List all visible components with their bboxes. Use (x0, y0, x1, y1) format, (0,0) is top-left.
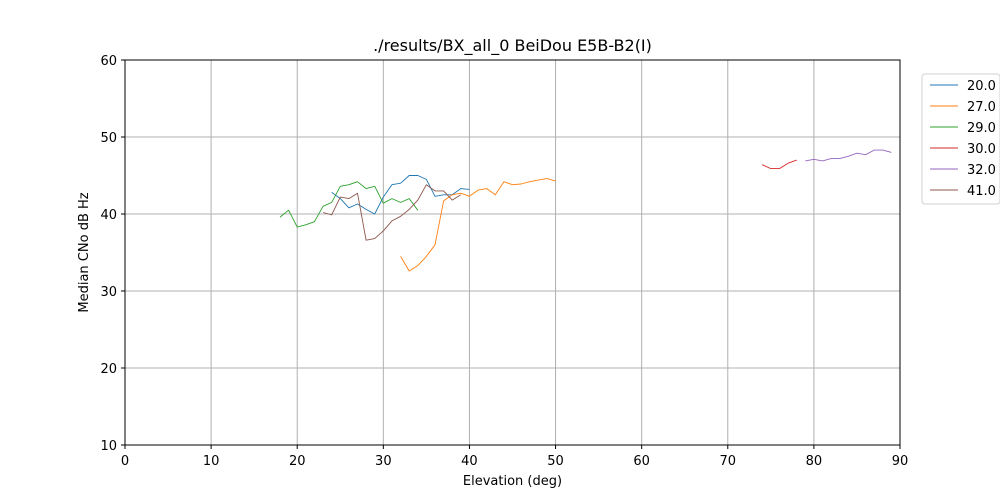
series-line-32.0 (805, 149, 892, 162)
y-tick-label: 10 (100, 439, 117, 454)
legend-label: 41.0 (967, 184, 996, 199)
legend-label: 30.0 (967, 142, 996, 157)
y-tick-label: 40 (100, 208, 117, 223)
x-tick-label: 60 (633, 454, 650, 469)
y-tick-label: 60 (100, 54, 117, 69)
x-tick-label: 70 (720, 454, 737, 469)
legend-label: 27.0 (967, 100, 996, 115)
plot-series (279, 149, 892, 272)
x-tick-label: 20 (289, 454, 306, 469)
legend-label: 29.0 (967, 121, 996, 136)
x-tick-label: 90 (892, 454, 909, 469)
series-line-29.0 (279, 181, 419, 228)
series-line-20.0 (331, 175, 470, 215)
series-line-41.0 (322, 184, 462, 241)
y-tick-label: 30 (100, 285, 117, 300)
legend-label: 32.0 (967, 163, 996, 178)
x-axis-label: Elevation (deg) (463, 474, 562, 489)
x-tick-label: 80 (806, 454, 823, 469)
axis-ticks: 0 10 20 30 40 50 60 70 80 90 10 20 30 40 50 60 (100, 54, 908, 469)
y-axis-label: Median CNo dB Hz (77, 192, 92, 312)
x-tick-label: 10 (203, 454, 220, 469)
legend-box (921, 73, 1000, 205)
y-tick-label: 20 (100, 362, 117, 377)
legend-label: 20.0 (967, 79, 996, 94)
plot-area-frame (124, 59, 901, 446)
legend: 20.0 27.0 29.0 30.0 32.0 41.0 (921, 73, 1000, 205)
x-tick-label: 50 (547, 454, 564, 469)
x-tick-label: 0 (121, 454, 129, 469)
chart-title: ./results/BX_all_0 BeiDou E5B-B2(I) (373, 36, 652, 56)
x-tick-label: 40 (461, 454, 478, 469)
series-line-30.0 (762, 159, 797, 170)
series-line-27.0 (400, 178, 556, 272)
x-tick-label: 30 (375, 454, 392, 469)
y-tick-label: 50 (100, 131, 117, 146)
